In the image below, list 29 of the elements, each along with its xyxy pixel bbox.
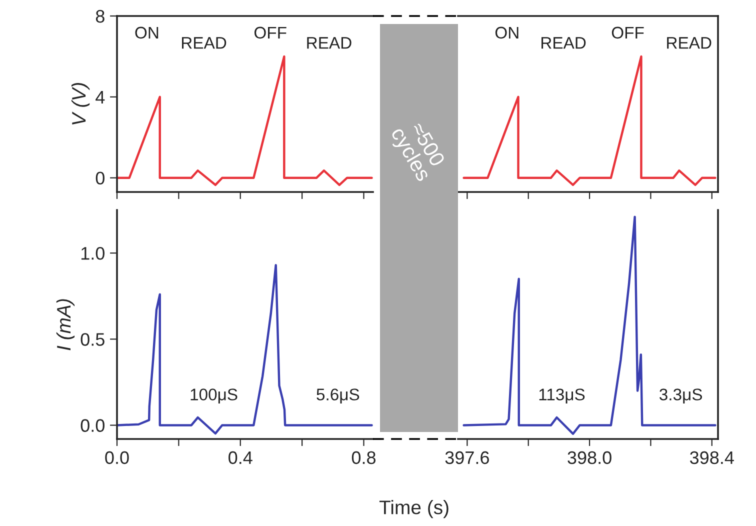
annotation: ON <box>135 26 158 39</box>
line-series <box>117 55 373 186</box>
y-tick-label: 8 <box>96 10 104 23</box>
y-tick-label: 0.0 <box>80 419 104 432</box>
y-axis-title: V (V) <box>71 83 90 124</box>
x-tick-label: 398.4 <box>690 451 734 464</box>
line-series <box>117 264 373 435</box>
annotation: READ <box>182 37 226 49</box>
annotation: ON <box>495 26 518 39</box>
x-tick-label: 0.4 <box>228 451 252 464</box>
annotation: READ <box>667 37 712 49</box>
y-tick-label: 1.0 <box>81 246 104 260</box>
x-tick-label: 0.0 <box>105 451 129 464</box>
x-tick-label: 397.6 <box>445 451 489 464</box>
annotation: READ <box>307 37 352 49</box>
y-tick-label: 4 <box>96 91 105 104</box>
y-tick-label: 0.5 <box>80 333 104 346</box>
annotation: 100μS <box>190 388 238 404</box>
x-tick-label: 0.8 <box>352 451 376 464</box>
x-axis-title: Time (s) <box>379 500 448 518</box>
annotation: OFF <box>254 26 286 39</box>
annotation: OFF <box>612 26 644 39</box>
y-axis-title: I (mA) <box>56 299 75 350</box>
y-tick-label: 0 <box>96 172 104 185</box>
x-tick-label: 398.0 <box>568 451 612 464</box>
annotation: 5.6μS <box>316 388 360 404</box>
annotation: READ <box>542 37 586 49</box>
annotation: 113μS <box>539 388 585 404</box>
annotation: 3.3μS <box>660 388 702 404</box>
